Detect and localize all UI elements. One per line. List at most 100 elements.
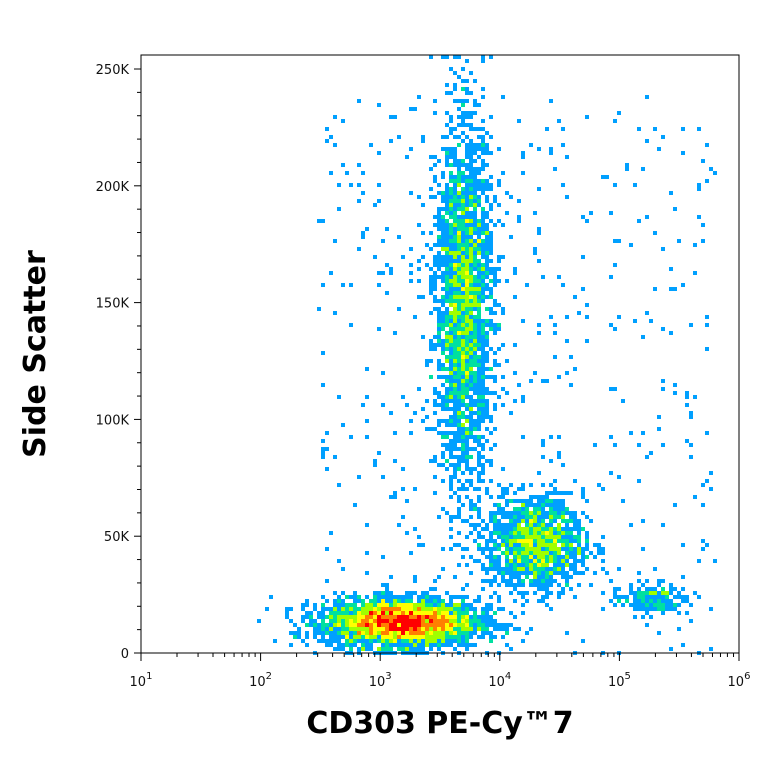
density-dot bbox=[521, 435, 525, 439]
density-dot bbox=[509, 511, 513, 515]
density-dot bbox=[465, 427, 469, 431]
density-dot bbox=[477, 367, 481, 371]
density-dot bbox=[457, 603, 461, 607]
density-dot bbox=[469, 343, 473, 347]
density-dot bbox=[389, 635, 393, 639]
density-dot bbox=[637, 587, 641, 591]
density-dot bbox=[505, 279, 509, 283]
density-dot bbox=[489, 295, 493, 299]
density-dot bbox=[333, 591, 337, 595]
density-dot bbox=[457, 419, 461, 423]
density-dot bbox=[581, 491, 585, 495]
density-dot bbox=[597, 547, 601, 551]
density-dot bbox=[437, 643, 441, 647]
density-dot bbox=[561, 559, 565, 563]
density-dot bbox=[453, 339, 457, 343]
density-dot bbox=[465, 175, 469, 179]
density-dot bbox=[481, 163, 485, 167]
density-dot bbox=[489, 531, 493, 535]
density-dot bbox=[505, 555, 509, 559]
density-dot bbox=[613, 443, 617, 447]
density-dot bbox=[557, 567, 561, 571]
density-dot bbox=[413, 623, 417, 627]
density-dot bbox=[493, 283, 497, 287]
density-dot bbox=[573, 567, 577, 571]
density-dot bbox=[445, 275, 449, 279]
density-dot bbox=[389, 611, 393, 615]
density-dot bbox=[573, 367, 577, 371]
density-dot bbox=[493, 539, 497, 543]
density-dot bbox=[481, 127, 485, 131]
density-dot bbox=[481, 231, 485, 235]
density-dot bbox=[477, 383, 481, 387]
density-dot bbox=[477, 375, 481, 379]
density-dot bbox=[565, 339, 569, 343]
density-dot bbox=[653, 127, 657, 131]
density-dot bbox=[453, 219, 457, 223]
density-dot bbox=[425, 643, 429, 647]
density-dot bbox=[501, 307, 505, 311]
density-dot bbox=[461, 619, 465, 623]
density-dot bbox=[473, 359, 477, 363]
density-dot bbox=[425, 627, 429, 631]
density-dot bbox=[453, 151, 457, 155]
density-dot bbox=[337, 631, 341, 635]
density-dot bbox=[413, 607, 417, 611]
density-dot bbox=[321, 455, 325, 459]
density-dot bbox=[453, 367, 457, 371]
density-dot bbox=[481, 191, 485, 195]
density-dot bbox=[465, 255, 469, 259]
density-dot bbox=[545, 535, 549, 539]
density-dot bbox=[645, 607, 649, 611]
density-dot bbox=[521, 507, 525, 511]
density-dot bbox=[565, 195, 569, 199]
density-dot bbox=[453, 635, 457, 639]
density-dot bbox=[401, 603, 405, 607]
density-dot bbox=[629, 523, 633, 527]
density-dot bbox=[465, 223, 469, 227]
density-dot bbox=[541, 555, 545, 559]
density-dot bbox=[441, 279, 445, 283]
density-dot bbox=[469, 455, 473, 459]
density-dot bbox=[461, 375, 465, 379]
density-dot bbox=[469, 351, 473, 355]
density-dot bbox=[417, 615, 421, 619]
density-dot bbox=[385, 635, 389, 639]
density-dot bbox=[405, 615, 409, 619]
density-dot bbox=[553, 531, 557, 535]
density-dot bbox=[489, 291, 493, 295]
density-dot bbox=[513, 599, 517, 603]
density-dot bbox=[529, 531, 533, 535]
density-dot bbox=[461, 371, 465, 375]
density-dot bbox=[553, 503, 557, 507]
density-dot bbox=[337, 559, 341, 563]
density-dot bbox=[457, 635, 461, 639]
density-dot bbox=[433, 195, 437, 199]
density-dot bbox=[493, 391, 497, 395]
density-dot bbox=[417, 639, 421, 643]
density-dot bbox=[581, 571, 585, 575]
density-dot bbox=[685, 611, 689, 615]
density-dot bbox=[393, 627, 397, 631]
density-dot bbox=[701, 503, 705, 507]
density-dot bbox=[449, 267, 453, 271]
density-dot bbox=[409, 631, 413, 635]
density-dot bbox=[473, 151, 477, 155]
density-dot bbox=[457, 615, 461, 619]
density-dot bbox=[333, 611, 337, 615]
density-dot bbox=[449, 363, 453, 367]
density-dot bbox=[485, 555, 489, 559]
density-dot bbox=[489, 251, 493, 255]
density-dot bbox=[489, 535, 493, 539]
density-dot bbox=[461, 327, 465, 331]
density-dot bbox=[437, 191, 441, 195]
density-dot bbox=[461, 307, 465, 311]
density-dot bbox=[473, 175, 477, 179]
density-dot bbox=[445, 211, 449, 215]
density-dot bbox=[497, 583, 501, 587]
density-dot bbox=[565, 519, 569, 523]
density-dot bbox=[349, 611, 353, 615]
y-tick-label: 0 bbox=[121, 647, 129, 662]
density-dot bbox=[445, 359, 449, 363]
density-dot bbox=[333, 623, 337, 627]
